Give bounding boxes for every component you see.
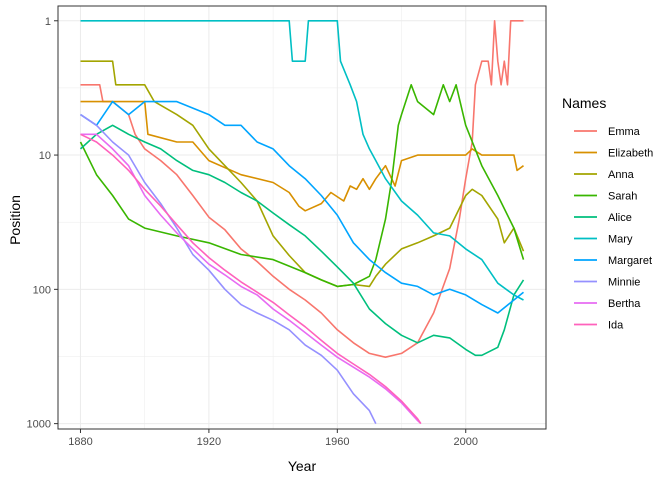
y-tick-label: 100: [33, 284, 51, 296]
series-line-ida: [80, 133, 422, 425]
x-axis-title: Year: [288, 458, 317, 474]
legend-label: Emma: [608, 126, 641, 138]
x-tick-label: 1880: [68, 436, 92, 448]
legend-label: Anna: [608, 169, 635, 181]
legend-item-alice: Alice: [574, 212, 632, 224]
legend-item-mary: Mary: [574, 234, 633, 246]
panel-background: [58, 6, 546, 429]
series-line-emma: [80, 19, 524, 359]
legend-label: Alice: [608, 212, 632, 224]
legend-title: Names: [562, 95, 606, 111]
series-line-minnie: [80, 113, 377, 424]
series-line-elizabeth: [80, 100, 524, 212]
y-tick-label: 1: [45, 16, 51, 28]
legend-label: Minnie: [608, 277, 640, 289]
y-axis-title: Position: [7, 195, 23, 245]
legend-label: Sarah: [608, 191, 637, 203]
y-tick-label: 1000: [27, 419, 51, 431]
legend-label: Mary: [608, 234, 633, 246]
y-tick-label: 10: [39, 150, 51, 162]
x-tick-label: 1920: [197, 436, 221, 448]
legend-item-margaret: Margaret: [574, 255, 652, 267]
series-line-margaret: [80, 100, 525, 314]
plot-panel: [57, 5, 547, 430]
series-line-bertha: [80, 133, 422, 425]
x-axis: 1880 1920 1960 2000: [68, 429, 478, 448]
legend-label: Margaret: [608, 255, 652, 267]
legend-item-sarah: Sarah: [574, 191, 637, 203]
grid-lines: [58, 6, 546, 429]
legend-item-minnie: Minnie: [574, 277, 640, 289]
legend-label: Elizabeth: [608, 148, 653, 160]
series-lines: [79, 19, 525, 425]
legend-item-ida: Ida: [574, 320, 624, 332]
series-line-alice: [79, 124, 525, 357]
legend-item-anna: Anna: [574, 169, 635, 181]
panel-border: [57, 5, 547, 430]
legend-label: Bertha: [608, 298, 641, 310]
legend-item-bertha: Bertha: [574, 298, 641, 310]
series-line-mary: [80, 19, 524, 301]
x-tick-label: 1960: [325, 436, 349, 448]
legend: Names Emma Elizabeth Anna Sarah Alice Mary Mar…: [562, 95, 653, 332]
legend-label: Ida: [608, 320, 624, 332]
x-tick-label: 2000: [453, 436, 477, 448]
series-line-sarah: [79, 84, 525, 288]
legend-item-elizabeth: Elizabeth: [574, 148, 653, 160]
y-axis: 1 10 100 1000: [27, 16, 58, 431]
legend-item-emma: Emma: [574, 126, 641, 138]
